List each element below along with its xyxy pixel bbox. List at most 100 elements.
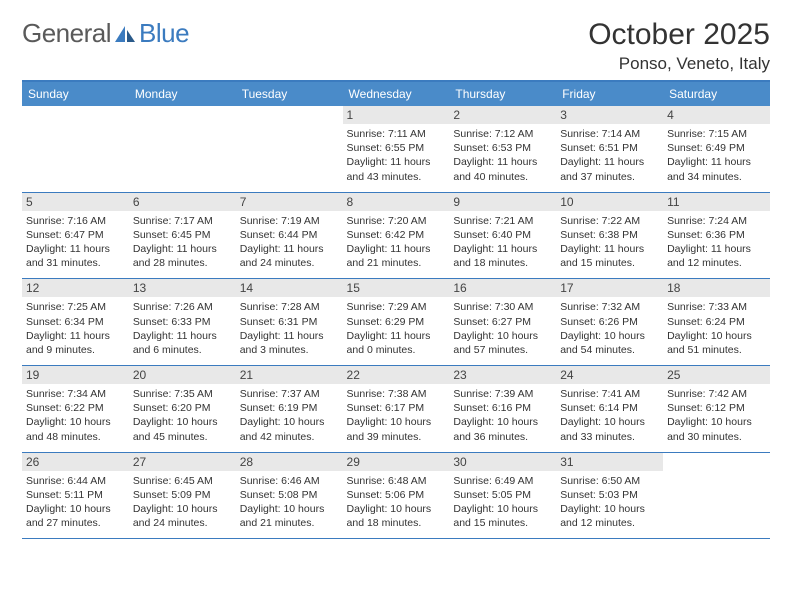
title-block: October 2025 Ponso, Veneto, Italy: [588, 18, 770, 74]
weekday-header: Thursday: [449, 81, 556, 106]
calendar-day-cell: 13Sunrise: 7:26 AMSunset: 6:33 PMDayligh…: [129, 279, 236, 366]
day-info: Sunrise: 7:11 AMSunset: 6:55 PMDaylight:…: [347, 127, 446, 184]
day-number: 5: [22, 193, 129, 211]
day-number: 6: [129, 193, 236, 211]
day-number: 17: [556, 279, 663, 297]
calendar-day-cell: 27 Sunrise: 6:45 AMSunset: 5:09 PMDayligh…: [129, 452, 236, 539]
calendar-week-row: 12Sunrise: 7:25 AMSunset: 6:34 PMDayligh…: [22, 279, 770, 366]
day-number: 11: [663, 193, 770, 211]
day-number: 7: [236, 193, 343, 211]
day-info: Sunrise: 6:45 AMSunset: 5:09 PMDaylight:…: [133, 474, 232, 531]
day-number: 22: [343, 366, 450, 384]
day-info: Sunrise: 6:44 AMSunset: 5:11 PMDaylight:…: [26, 474, 125, 531]
calendar-day-cell: 30 Sunrise: 6:49 AMSunset: 5:05 PMDayligh…: [449, 452, 556, 539]
weekday-header: Wednesday: [343, 81, 450, 106]
day-number: 25: [663, 366, 770, 384]
calendar-day-cell: 11 Sunrise: 7:24 AMSunset: 6:36 PMDayligh…: [663, 192, 770, 279]
day-info: Sunrise: 7:17 AMSunset: 6:45 PMDaylight:…: [133, 214, 232, 271]
day-info: Sunrise: 6:49 AMSunset: 5:05 PMDaylight:…: [453, 474, 552, 531]
calendar-day-cell: 4 Sunrise: 7:15 AMSunset: 6:49 PMDaylight…: [663, 106, 770, 192]
location: Ponso, Veneto, Italy: [588, 54, 770, 74]
day-number: 18: [663, 279, 770, 297]
day-info: Sunrise: 7:35 AMSunset: 6:20 PMDaylight:…: [133, 387, 232, 444]
day-number: 16: [449, 279, 556, 297]
day-number: 27: [129, 453, 236, 471]
calendar-day-cell: 1 Sunrise: 7:11 AMSunset: 6:55 PMDaylight…: [343, 106, 450, 192]
day-info: Sunrise: 7:29 AMSunset: 6:29 PMDaylight:…: [347, 300, 446, 357]
day-number: 1: [343, 106, 450, 124]
calendar-day-cell: 10Sunrise: 7:22 AMSunset: 6:38 PMDayligh…: [556, 192, 663, 279]
calendar-day-cell: 23Sunrise: 7:39 AMSunset: 6:16 PMDayligh…: [449, 366, 556, 453]
calendar-day-cell: 6 Sunrise: 7:17 AMSunset: 6:45 PMDaylight…: [129, 192, 236, 279]
day-info: Sunrise: 7:15 AMSunset: 6:49 PMDaylight:…: [667, 127, 766, 184]
day-number: 31: [556, 453, 663, 471]
day-info: Sunrise: 7:32 AMSunset: 6:26 PMDaylight:…: [560, 300, 659, 357]
day-number: 20: [129, 366, 236, 384]
calendar-week-row: 5 Sunrise: 7:16 AMSunset: 6:47 PMDaylight…: [22, 192, 770, 279]
calendar-day-cell: 31 Sunrise: 6:50 AMSunset: 5:03 PMDayligh…: [556, 452, 663, 539]
calendar-day-cell: [663, 452, 770, 539]
day-info: Sunrise: 7:33 AMSunset: 6:24 PMDaylight:…: [667, 300, 766, 357]
calendar-day-cell: 9 Sunrise: 7:21 AMSunset: 6:40 PMDaylight…: [449, 192, 556, 279]
calendar-day-cell: 21 Sunrise: 7:37 AMSunset: 6:19 PMDayligh…: [236, 366, 343, 453]
header: General Blue October 2025 Ponso, Veneto,…: [22, 18, 770, 74]
day-number: 14: [236, 279, 343, 297]
calendar-day-cell: 3Sunrise: 7:14 AMSunset: 6:51 PMDaylight…: [556, 106, 663, 192]
calendar-day-cell: 8 Sunrise: 7:20 AMSunset: 6:42 PMDaylight…: [343, 192, 450, 279]
calendar-day-cell: 25Sunrise: 7:42 AMSunset: 6:12 PMDayligh…: [663, 366, 770, 453]
day-number: 23: [449, 366, 556, 384]
day-number: 24: [556, 366, 663, 384]
logo-sail-icon: [113, 24, 137, 44]
day-info: Sunrise: 7:24 AMSunset: 6:36 PMDaylight:…: [667, 214, 766, 271]
day-number: 12: [22, 279, 129, 297]
calendar-day-cell: 14 Sunrise: 7:28 AMSunset: 6:31 PMDayligh…: [236, 279, 343, 366]
calendar-day-cell: 28Sunrise: 6:46 AMSunset: 5:08 PMDayligh…: [236, 452, 343, 539]
day-info: Sunrise: 7:38 AMSunset: 6:17 PMDaylight:…: [347, 387, 446, 444]
day-info: Sunrise: 7:20 AMSunset: 6:42 PMDaylight:…: [347, 214, 446, 271]
calendar-week-row: 26Sunrise: 6:44 AMSunset: 5:11 PMDayligh…: [22, 452, 770, 539]
calendar-day-cell: 17 Sunrise: 7:32 AMSunset: 6:26 PMDayligh…: [556, 279, 663, 366]
calendar-day-cell: 24 Sunrise: 7:41 AMSunset: 6:14 PMDayligh…: [556, 366, 663, 453]
day-number: 2: [449, 106, 556, 124]
calendar-table: SundayMondayTuesdayWednesdayThursdayFrid…: [22, 80, 770, 539]
day-info: Sunrise: 7:34 AMSunset: 6:22 PMDaylight:…: [26, 387, 125, 444]
day-number: 4: [663, 106, 770, 124]
day-info: Sunrise: 7:21 AMSunset: 6:40 PMDaylight:…: [453, 214, 552, 271]
calendar-day-cell: 26Sunrise: 6:44 AMSunset: 5:11 PMDayligh…: [22, 452, 129, 539]
day-number: 8: [343, 193, 450, 211]
calendar-week-row: 1 Sunrise: 7:11 AMSunset: 6:55 PMDaylight…: [22, 106, 770, 192]
calendar-day-cell: 19 Sunrise: 7:34 AMSunset: 6:22 PMDayligh…: [22, 366, 129, 453]
day-info: Sunrise: 7:30 AMSunset: 6:27 PMDaylight:…: [453, 300, 552, 357]
calendar-day-cell: 22 Sunrise: 7:38 AMSunset: 6:17 PMDayligh…: [343, 366, 450, 453]
day-info: Sunrise: 7:41 AMSunset: 6:14 PMDaylight:…: [560, 387, 659, 444]
day-info: Sunrise: 7:28 AMSunset: 6:31 PMDaylight:…: [240, 300, 339, 357]
day-info: Sunrise: 7:19 AMSunset: 6:44 PMDaylight:…: [240, 214, 339, 271]
calendar-week-row: 19 Sunrise: 7:34 AMSunset: 6:22 PMDayligh…: [22, 366, 770, 453]
day-info: Sunrise: 6:48 AMSunset: 5:06 PMDaylight:…: [347, 474, 446, 531]
day-number: 15: [343, 279, 450, 297]
logo-text-1: General: [22, 18, 111, 49]
day-info: Sunrise: 7:22 AMSunset: 6:38 PMDaylight:…: [560, 214, 659, 271]
day-number: 21: [236, 366, 343, 384]
day-number: 30: [449, 453, 556, 471]
day-info: Sunrise: 7:16 AMSunset: 6:47 PMDaylight:…: [26, 214, 125, 271]
calendar-day-cell: 16 Sunrise: 7:30 AMSunset: 6:27 PMDayligh…: [449, 279, 556, 366]
calendar-day-cell: 20 Sunrise: 7:35 AMSunset: 6:20 PMDayligh…: [129, 366, 236, 453]
day-info: Sunrise: 7:12 AMSunset: 6:53 PMDaylight:…: [453, 127, 552, 184]
weekday-header: Saturday: [663, 81, 770, 106]
day-info: Sunrise: 6:50 AMSunset: 5:03 PMDaylight:…: [560, 474, 659, 531]
calendar-day-cell: [236, 106, 343, 192]
calendar-day-cell: [129, 106, 236, 192]
calendar-day-cell: 18 Sunrise: 7:33 AMSunset: 6:24 PMDayligh…: [663, 279, 770, 366]
weekday-header: Tuesday: [236, 81, 343, 106]
logo-text-2: Blue: [139, 18, 189, 49]
calendar-day-cell: [22, 106, 129, 192]
day-info: Sunrise: 6:46 AMSunset: 5:08 PMDaylight:…: [240, 474, 339, 531]
calendar-day-cell: 15 Sunrise: 7:29 AMSunset: 6:29 PMDayligh…: [343, 279, 450, 366]
weekday-header: Monday: [129, 81, 236, 106]
calendar-day-cell: 2 Sunrise: 7:12 AMSunset: 6:53 PMDaylight…: [449, 106, 556, 192]
day-number: 9: [449, 193, 556, 211]
day-number: 19: [22, 366, 129, 384]
weekday-header-row: SundayMondayTuesdayWednesdayThursdayFrid…: [22, 81, 770, 106]
day-info: Sunrise: 7:37 AMSunset: 6:19 PMDaylight:…: [240, 387, 339, 444]
